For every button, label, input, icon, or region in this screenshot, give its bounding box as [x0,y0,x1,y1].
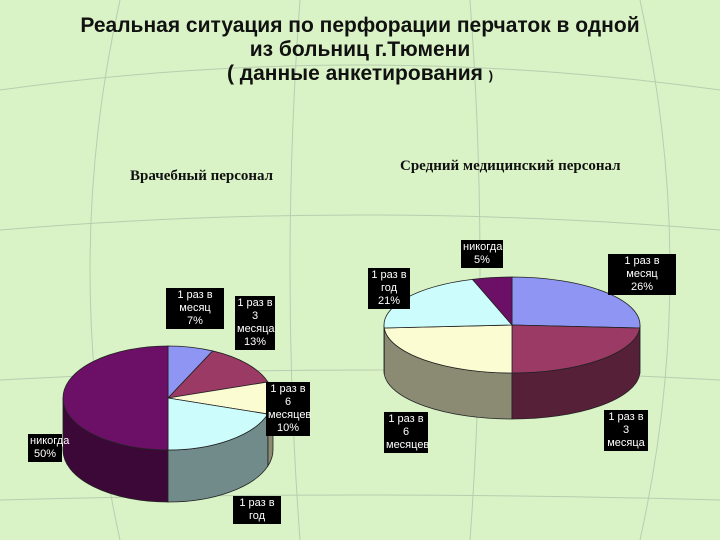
pie-1-label-2-text: 1 раз в 3 месяца [237,297,275,335]
pie-2-label-4: 1 раз в год 21% [368,268,410,309]
pie-2-slice-2 [511,324,641,374]
pie-2-label-4-value: 21% [377,295,401,307]
pie-2-label-4-text: 1 раз в год [371,269,407,294]
pie-2-label-5: никогда 5% [461,240,503,268]
pie-2-label-5-value: 5% [474,254,490,266]
pie-chart-2 [383,276,641,420]
pie-2-label-1-value: 26% [630,281,654,293]
pie-2-label-5-text: никогда [463,241,503,253]
pie-1-slice-2 [166,350,269,399]
pie-1-label-5-value: 50% [33,448,57,460]
pie-2-label-3: 1 раз в 6 месяцев [384,412,430,453]
pie-2-label-3-text: 1 раз в 6 месяцев [386,413,430,451]
pie-2-label-1-text: 1 раз в месяц [624,255,660,280]
pie-1-label-3-text: 1 раз в 6 месяцев [268,383,312,421]
pie-2-slice-5 [471,276,513,327]
pie-1-label-5: никогда 50% [28,434,70,462]
pie-1-label-5-text: никогда [30,435,70,447]
pie-1-label-3-value: 10% [276,422,300,434]
pie-1-label-1: 1 раз в месяц 7% [166,288,224,329]
pie-1-label-4-text: 1 раз в год [239,497,275,522]
pie-1-label-4: 1 раз в год [233,496,281,524]
pie-1-label-2: 1 раз в 3 месяца 13% [235,296,275,350]
title-line-3: ( данные анкетирования ) [226,62,494,85]
pie-2-label-2: 1 раз в 3 месяца [604,410,648,451]
pie-1-slice-5 [62,345,169,451]
chart-2-title: Средний медицинский персонал [400,158,621,174]
pie-1-label-1-text: 1 раз в месяц [177,289,213,314]
page-title: Реальная ситуация по перфорации перчаток… [0,14,720,88]
pie-1-label-2-value: 13% [243,336,267,348]
pie-1-label-1-value: 7% [187,315,203,327]
pie-2-label-1: 1 раз в месяц 26% [608,254,676,295]
pie-1-slice-4 [167,397,269,451]
pie-2-label-2-text: 1 раз в 3 месяца [607,411,645,449]
chart-1-title: Врачебный персонал [130,168,274,184]
pie-1-label-3: 1 раз в 6 месяцев 10% [266,382,312,436]
title-line-2: из больниц г.Тюмени [249,38,471,61]
pie-chart-1 [62,345,274,503]
pie-2-slice-1 [511,276,641,329]
pie-2-slice-3 [383,324,513,374]
title-line-1: Реальная ситуация по перфорации перчаток… [80,14,640,37]
